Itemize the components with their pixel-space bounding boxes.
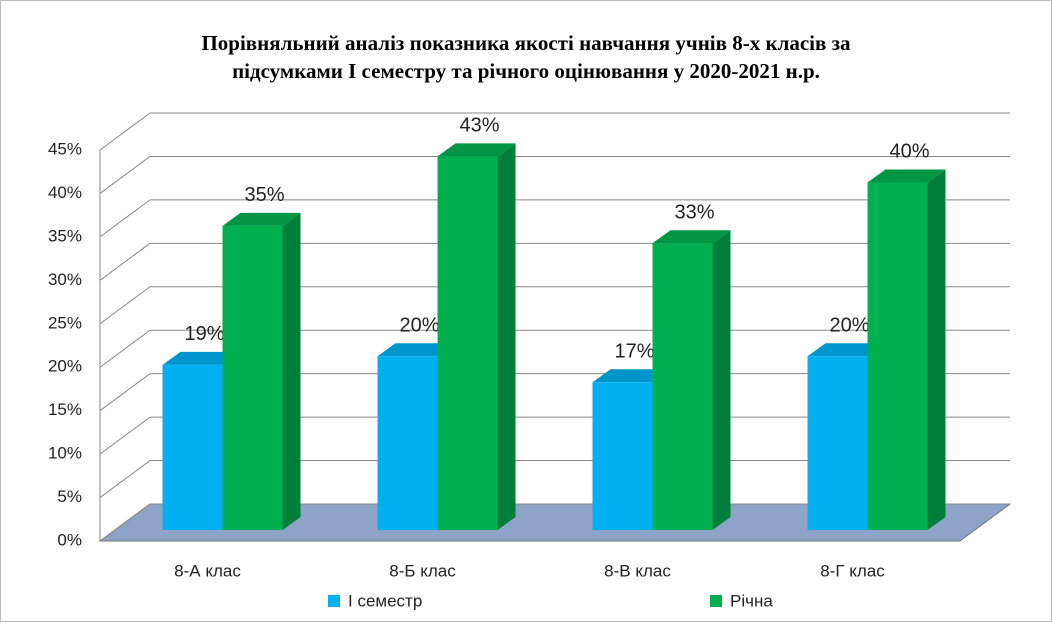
bar <box>867 182 928 530</box>
grid-line <box>99 156 151 194</box>
y-tick-label: 0% <box>57 530 82 549</box>
bar-top <box>377 343 456 357</box>
bar-top <box>652 230 731 244</box>
bar-top <box>807 343 886 357</box>
bar <box>807 356 868 530</box>
data-label: 17% <box>614 341 654 363</box>
legend-label: Річна <box>730 591 773 610</box>
grid-line <box>99 503 151 542</box>
data-label: 20% <box>399 315 439 337</box>
x-tick-label: 8-Б клас <box>389 561 456 580</box>
bar-top <box>162 351 241 365</box>
grid-line <box>99 286 151 325</box>
bar-side <box>497 143 516 530</box>
y-tick-label: 20% <box>48 357 82 376</box>
chart-title: Порівняльний аналіз показника якості нав… <box>201 31 851 55</box>
y-tick-label: 25% <box>48 313 82 332</box>
bar-side <box>712 230 731 530</box>
grid-line <box>99 329 151 368</box>
y-tick-label: 40% <box>48 183 82 202</box>
bar-side <box>927 169 946 530</box>
bar-side <box>282 212 301 530</box>
grid-line <box>99 460 151 498</box>
y-tick-label: 45% <box>48 139 82 158</box>
bar <box>377 356 438 530</box>
data-label: 40% <box>889 141 929 163</box>
y-tick-label: 35% <box>48 226 82 245</box>
bar <box>222 225 283 530</box>
data-label: 19% <box>184 323 224 345</box>
y-tick-label: 30% <box>48 270 82 289</box>
grid-line <box>99 199 151 238</box>
grid-line <box>99 373 151 412</box>
legend-swatch <box>710 595 722 607</box>
bar <box>162 364 223 530</box>
data-label: 20% <box>829 315 869 337</box>
bar <box>652 243 713 530</box>
x-tick-label: 8-А клас <box>174 561 241 580</box>
bar-top <box>437 143 516 157</box>
y-tick-label: 5% <box>57 487 82 506</box>
data-label: 35% <box>244 184 284 206</box>
x-tick-label: 8-В клас <box>604 561 671 580</box>
grid-line <box>99 416 151 455</box>
data-label: 43% <box>459 115 499 137</box>
bar-top <box>592 369 671 383</box>
x-tick-label: 8-Г клас <box>820 561 885 580</box>
bar-top <box>867 169 946 183</box>
y-tick-label: 15% <box>48 400 82 419</box>
legend-swatch <box>328 595 340 607</box>
bar-top <box>222 212 301 226</box>
bar <box>437 156 498 530</box>
y-tick-label: 10% <box>48 444 82 463</box>
chart-title: підсумками І семестру та річного оцінюва… <box>232 59 820 83</box>
grid-line <box>99 112 151 151</box>
data-label: 33% <box>674 202 714 224</box>
legend-label: І семестр <box>348 591 422 610</box>
bar <box>592 382 653 530</box>
grid-line <box>99 242 151 281</box>
